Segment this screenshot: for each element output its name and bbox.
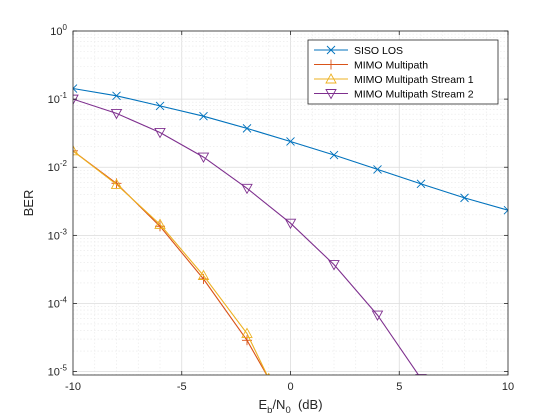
data-point-marker bbox=[155, 101, 165, 111]
series-layer bbox=[73, 84, 508, 375]
data-point-marker bbox=[241, 327, 253, 338]
series-line bbox=[73, 98, 420, 375]
series-mimo-multipath-stream-2 bbox=[73, 94, 427, 375]
y-tick-label: 10-5 bbox=[48, 364, 68, 379]
data-point-marker bbox=[73, 84, 78, 93]
data-point-marker bbox=[416, 179, 426, 189]
series-siso-los bbox=[73, 84, 508, 215]
series-line bbox=[73, 150, 268, 375]
data-point-marker bbox=[326, 59, 336, 70]
data-point-marker bbox=[325, 89, 337, 100]
data-point-marker bbox=[328, 260, 340, 271]
data-point-marker bbox=[242, 124, 252, 133]
x-tick-label: 5 bbox=[396, 381, 402, 393]
data-point-marker bbox=[286, 137, 295, 146]
x-tick-label: -10 bbox=[65, 381, 81, 393]
data-point-marker bbox=[371, 310, 384, 321]
data-point-marker bbox=[197, 269, 210, 281]
legend-entry: MIMO Multipath Stream 1 bbox=[314, 73, 474, 86]
legend-label: MIMO Multipath bbox=[354, 59, 428, 71]
data-point-marker bbox=[154, 218, 166, 229]
data-point-marker bbox=[154, 128, 166, 139]
data-point-marker bbox=[241, 183, 253, 195]
data-point-marker bbox=[110, 108, 123, 120]
data-point-marker bbox=[199, 111, 208, 121]
x-tick-label: 10 bbox=[502, 381, 514, 393]
y-tick-label: 10-1 bbox=[48, 91, 68, 106]
data-point-marker bbox=[326, 45, 336, 55]
y-tick-label: 100 bbox=[50, 23, 67, 38]
data-point-marker bbox=[73, 94, 79, 106]
data-point-marker bbox=[329, 150, 339, 160]
y-tick-label: 10-3 bbox=[48, 227, 68, 242]
data-point-marker bbox=[73, 144, 79, 156]
data-point-marker bbox=[284, 218, 297, 230]
x-tick-label: -5 bbox=[177, 381, 187, 393]
legend-entry: MIMO Multipath Stream 2 bbox=[314, 88, 474, 100]
legend: SISO LOS MIMO Multipath MIMO Multipath Str… bbox=[307, 39, 499, 105]
x-tick-label: 0 bbox=[287, 381, 293, 393]
data-point-marker bbox=[460, 193, 469, 203]
legend-label: SISO LOS bbox=[354, 45, 403, 57]
y-axis-label: BER bbox=[21, 190, 36, 217]
y-tick-label: 10-4 bbox=[48, 295, 68, 310]
data-point-marker bbox=[112, 91, 121, 101]
x-axis-label: Eb/N0 (dB) bbox=[258, 397, 322, 416]
legend-label: MIMO Multipath Stream 2 bbox=[354, 88, 474, 100]
axis-ticks: -10 -5 0 5 10 100 10-1 10-2 10-3 10-4 10-5 bbox=[48, 23, 515, 393]
data-point-marker bbox=[73, 145, 78, 156]
data-point-marker bbox=[415, 374, 427, 375]
series-line bbox=[73, 150, 268, 375]
data-point-marker bbox=[110, 178, 123, 189]
y-tick-label: 10-2 bbox=[48, 159, 68, 174]
data-point-marker bbox=[325, 73, 337, 84]
series-mimo-multipath-stream-1 bbox=[73, 144, 271, 375]
legend-entry: MIMO Multipath bbox=[314, 59, 428, 71]
data-point-marker bbox=[197, 152, 210, 163]
legend-entry: SISO LOS bbox=[314, 45, 403, 57]
legend-label: MIMO Multipath Stream 1 bbox=[354, 74, 474, 86]
data-point-marker bbox=[373, 165, 382, 174]
data-point-marker bbox=[503, 205, 508, 215]
series-mimo-multipath bbox=[73, 145, 270, 375]
